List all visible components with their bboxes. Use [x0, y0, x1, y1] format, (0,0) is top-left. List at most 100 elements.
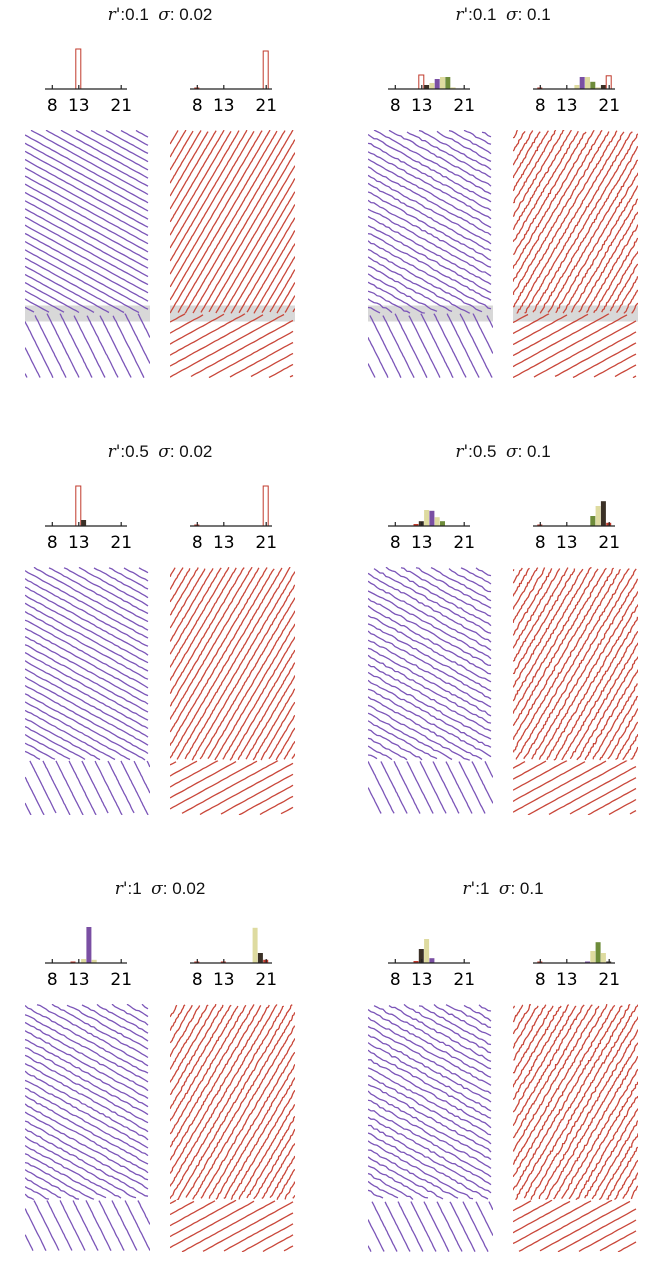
pattern-line [48, 567, 149, 623]
pattern-line [25, 1070, 149, 1141]
histogram-bar [574, 85, 580, 89]
pattern-line [25, 232, 149, 302]
pattern-line [609, 263, 638, 312]
pattern-line [368, 166, 492, 236]
purple-pattern-panel [368, 130, 493, 378]
histogram: 8 13 21 [533, 75, 620, 116]
r-value: :1 [475, 879, 490, 898]
pattern-line [622, 734, 638, 761]
pattern-line [539, 145, 638, 314]
pattern-line [368, 265, 453, 313]
pattern-line [368, 1025, 492, 1095]
pattern-line [25, 652, 149, 721]
x-tick-label: 21 [110, 970, 132, 990]
histogram-bar [450, 87, 456, 89]
pattern-line [368, 199, 492, 268]
pattern-line [368, 1067, 492, 1136]
pattern-line [368, 605, 492, 675]
pattern-line [420, 313, 454, 378]
pattern-line [368, 281, 426, 314]
pattern-line [25, 273, 95, 313]
pattern-line [631, 302, 638, 314]
pattern-line [368, 1090, 492, 1161]
pattern-line [25, 586, 149, 656]
pattern-line [385, 567, 492, 627]
pattern-line [289, 374, 294, 378]
sigma-value: : 0.02 [169, 442, 213, 461]
pattern-line [368, 1189, 384, 1199]
pattern-line [25, 1111, 149, 1181]
pattern-line [368, 754, 378, 760]
pattern-line [513, 568, 576, 675]
pattern-line [368, 298, 393, 314]
pattern-line [25, 1186, 50, 1200]
pattern-line [368, 133, 492, 203]
pattern-line [607, 708, 638, 760]
r-value: :0.5 [120, 442, 149, 461]
pattern-line [368, 688, 492, 758]
purple-pattern-panel [25, 130, 150, 378]
pattern-line [632, 375, 637, 378]
pattern-line [25, 134, 149, 204]
pattern-line [170, 567, 283, 759]
pattern-line [415, 567, 492, 609]
pattern-line [368, 306, 381, 314]
pattern-line [25, 321, 54, 378]
pattern-line [238, 217, 295, 314]
pattern-line [246, 1115, 295, 1199]
pattern-line [170, 313, 246, 356]
pattern-line [400, 567, 492, 617]
pattern-line [25, 1087, 149, 1157]
pattern-line [137, 1200, 150, 1225]
pattern-line [608, 798, 637, 816]
histogram: 8 13 21 [45, 927, 132, 990]
histogram-bar [579, 77, 585, 89]
pattern-line [25, 611, 149, 680]
pattern-line [513, 1004, 616, 1178]
pattern-line [538, 1029, 638, 1200]
pattern-line [170, 1200, 195, 1216]
pattern-line [25, 208, 149, 278]
sigma-symbol: σ [505, 442, 518, 462]
r-symbol: r' [107, 5, 121, 25]
red-pattern-panel [513, 130, 638, 378]
pattern-line [527, 760, 628, 816]
pattern-line [622, 1172, 638, 1199]
x-tick-label: 13 [68, 970, 90, 990]
transition-band [513, 305, 638, 322]
pattern-line [25, 216, 149, 286]
panel-title: r':0.1 σ: 0.1 [455, 5, 550, 25]
pattern-line [380, 761, 408, 814]
pattern-line [513, 1005, 600, 1152]
pattern-line [25, 725, 86, 760]
pattern-line [241, 1223, 294, 1253]
pattern-line [170, 1200, 216, 1227]
pattern-line [25, 1136, 137, 1199]
histogram: 8 13 21 [388, 939, 475, 990]
pattern-line [25, 175, 149, 245]
pattern-line [368, 1124, 492, 1194]
pattern-line [397, 1201, 424, 1252]
panel-title: r':1 σ: 0.02 [115, 879, 206, 899]
pattern-line [368, 363, 376, 378]
pattern-line [25, 347, 41, 378]
x-tick-label: 8 [47, 533, 58, 553]
pattern-line [388, 1005, 492, 1063]
pattern-line [368, 572, 492, 643]
purple-pattern-panel [368, 1004, 493, 1252]
pattern-line [246, 230, 295, 313]
pattern-line [25, 290, 65, 313]
pattern-line [513, 1004, 585, 1127]
histogram-bar [413, 961, 419, 963]
pattern-line [269, 269, 295, 313]
histogram-bar [600, 953, 606, 963]
pattern-line [170, 313, 225, 345]
pattern-line [25, 191, 149, 261]
pattern-line [230, 1089, 295, 1200]
pattern-line [368, 290, 411, 314]
pattern-line [63, 567, 149, 615]
pattern-line [606, 1146, 638, 1200]
x-tick-label: 21 [598, 96, 620, 116]
pattern-line [25, 742, 56, 760]
pattern-line [181, 1200, 276, 1253]
